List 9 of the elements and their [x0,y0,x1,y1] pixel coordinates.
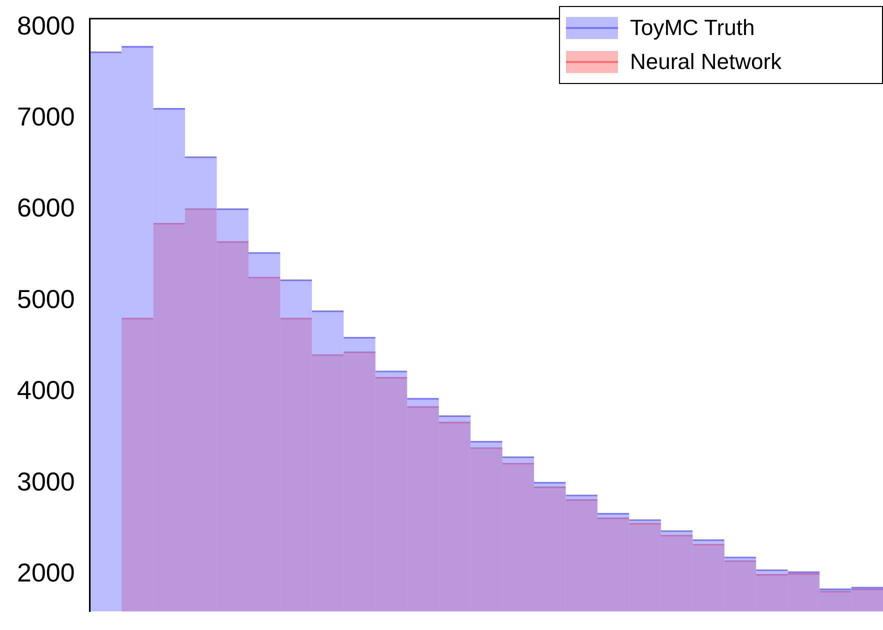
y-tick-label: 5000 [16,284,75,314]
y-tick-label: 3000 [16,466,75,496]
y-tick-label: 2000 [16,557,75,588]
y-tick-label: 8000 [16,10,75,40]
y-tick-label: 6000 [16,192,75,223]
legend-label: ToyMC Truth [630,15,755,41]
y-tick-label: 7000 [16,102,75,132]
y-tick-label: 4000 [16,375,75,406]
legend-label: Neural Network [630,49,782,75]
